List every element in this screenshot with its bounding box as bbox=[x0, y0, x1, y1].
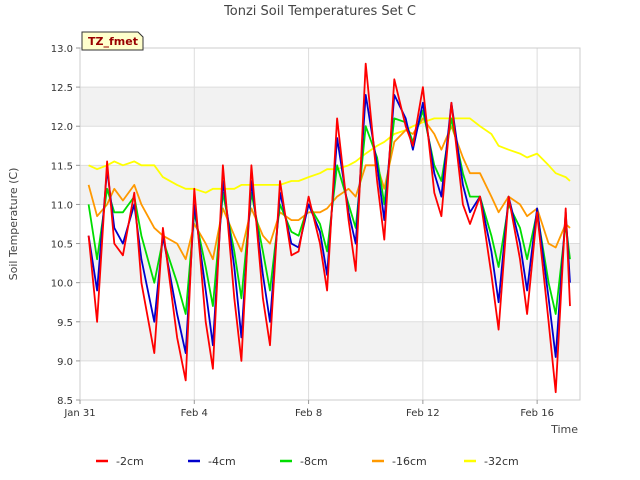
legend-item: -4cm bbox=[188, 455, 236, 468]
y-axis-label: Soil Temperature (C) bbox=[7, 168, 20, 281]
plot-band bbox=[80, 48, 580, 88]
legend-item: -32cm bbox=[464, 455, 519, 468]
site-badge-box bbox=[81, 31, 144, 51]
legend-label: -8cm bbox=[300, 455, 328, 468]
legend-item: -16cm bbox=[372, 455, 427, 468]
chart-title: Tonzi Soil Temperatures Set C bbox=[223, 4, 416, 19]
series-lines bbox=[87, 62, 571, 394]
legend-item: -2cm bbox=[96, 455, 144, 468]
y-tick-label: 13.0 bbox=[51, 44, 73, 55]
y-tick-label: 9.5 bbox=[57, 318, 73, 329]
plot-frame bbox=[79, 47, 581, 401]
y-tick-label: 8.5 bbox=[57, 396, 73, 407]
legend-label: -32cm bbox=[484, 455, 519, 468]
y-axis-ticks: 8.5 9.0 9.5 10.0 10.5 11.0 11.5 12.0 12.5 13.0 bbox=[51, 44, 80, 407]
x-tick-label: Feb 16 bbox=[520, 408, 554, 419]
legend: -2cm -4cm -8cm -16cm -32cm bbox=[96, 455, 519, 468]
plot-band bbox=[80, 87, 580, 127]
legend-label: -2cm bbox=[116, 455, 144, 468]
x-tick-label: Feb 8 bbox=[295, 408, 322, 419]
plot-band bbox=[80, 360, 580, 400]
series-line-32cm bbox=[88, 117, 571, 194]
plot-band bbox=[80, 321, 580, 361]
y-tick-label: 10.5 bbox=[51, 240, 73, 251]
legend-label: -16cm bbox=[392, 455, 427, 468]
y-tick-label: 9.0 bbox=[57, 357, 73, 368]
legend-item: -8cm bbox=[280, 455, 328, 468]
site-badge: TZ_fmet bbox=[81, 31, 144, 51]
plot-band bbox=[80, 165, 580, 205]
y-tick-label: 10.0 bbox=[51, 279, 73, 290]
legend-label: -4cm bbox=[208, 455, 236, 468]
x-axis-ticks: Jan 31 Feb 4 Feb 8 Feb 12 Feb 16 bbox=[63, 400, 554, 419]
plot-band bbox=[80, 126, 580, 166]
x-axis-label: Time bbox=[550, 423, 578, 436]
x-tick-label: Feb 4 bbox=[181, 408, 208, 419]
x-tick-label: Feb 12 bbox=[406, 408, 440, 419]
site-badge-label: TZ_fmet bbox=[88, 35, 138, 48]
y-tick-label: 12.5 bbox=[51, 83, 73, 94]
y-tick-label: 12.0 bbox=[51, 122, 73, 133]
x-tick-label: Jan 31 bbox=[63, 408, 95, 419]
y-tick-label: 11.5 bbox=[51, 161, 73, 172]
y-tick-label: 11.0 bbox=[51, 200, 73, 211]
series-line-2cm bbox=[87, 62, 571, 394]
